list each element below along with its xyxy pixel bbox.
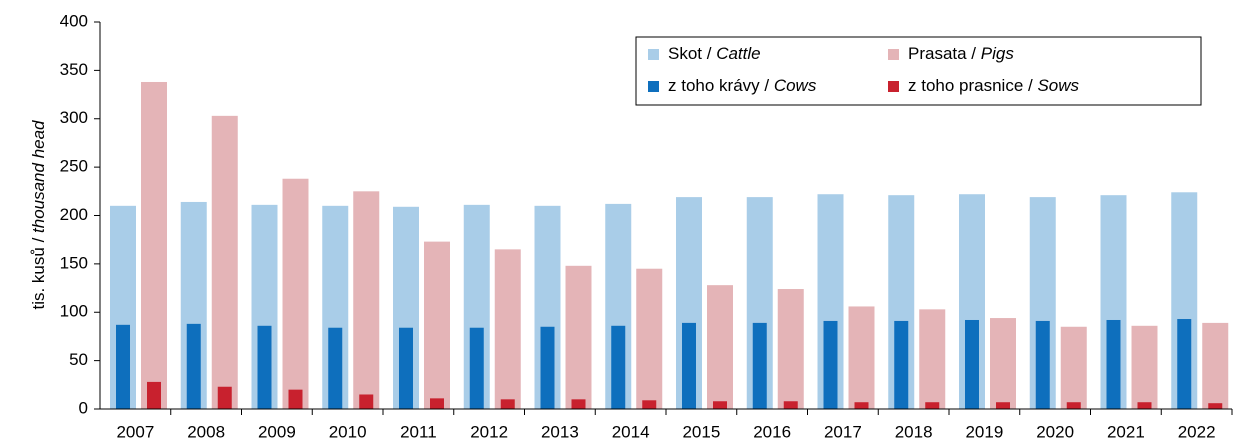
x-tick-label: 2021 <box>1107 422 1145 441</box>
y-tick-label: 50 <box>69 350 88 369</box>
y-tick-label: 0 <box>79 398 88 417</box>
bar <box>430 398 444 409</box>
legend-box <box>635 36 1202 106</box>
bar <box>965 319 979 409</box>
bar <box>1202 322 1229 409</box>
bar <box>147 381 161 409</box>
legend-swatch <box>648 49 659 60</box>
legend-label: Skot / Cattle <box>668 44 761 63</box>
bar <box>141 81 167 410</box>
bar <box>777 289 804 409</box>
bar <box>682 322 696 409</box>
bar <box>1066 402 1081 409</box>
y-tick-label: 400 <box>60 11 88 30</box>
legend-label: Prasata / Pigs <box>908 44 1014 63</box>
y-tick-label: 300 <box>60 108 88 127</box>
bar <box>257 325 272 409</box>
x-tick-label: 2019 <box>965 422 1003 441</box>
bar <box>1035 320 1050 409</box>
bar <box>783 401 798 409</box>
bar <box>217 386 232 409</box>
bar <box>353 191 380 409</box>
bar <box>469 327 484 409</box>
x-tick-label: 2009 <box>258 422 296 441</box>
bar <box>707 285 733 409</box>
x-tick-label: 2016 <box>753 422 791 441</box>
bar <box>854 402 869 409</box>
bar <box>540 326 555 409</box>
bar <box>996 402 1010 409</box>
bar <box>925 402 940 409</box>
bar <box>186 323 201 409</box>
bar <box>211 115 238 409</box>
x-tick-label: 2008 <box>187 422 225 441</box>
x-tick-label: 2020 <box>1036 422 1074 441</box>
bar <box>1106 319 1121 409</box>
bar <box>636 268 663 409</box>
bar <box>752 322 767 409</box>
bar <box>823 320 838 409</box>
bar <box>848 306 875 409</box>
bar <box>1177 319 1192 409</box>
y-tick-label: 250 <box>60 157 88 176</box>
bar <box>1208 403 1223 409</box>
bar <box>500 399 515 409</box>
bar <box>1131 325 1158 409</box>
y-axis-label: tis. kusů / thousand head <box>29 120 48 310</box>
bar <box>359 394 374 409</box>
y-tick-label: 100 <box>60 302 88 321</box>
x-tick-label: 2015 <box>682 422 720 441</box>
bar <box>399 327 413 409</box>
x-tick-label: 2012 <box>470 422 508 441</box>
x-tick-label: 2013 <box>541 422 579 441</box>
bar <box>328 327 343 409</box>
legend-label: z toho krávy / Cows <box>668 76 817 95</box>
x-tick-label: 2011 <box>400 422 437 441</box>
bar <box>1137 402 1152 409</box>
bar <box>565 265 592 409</box>
bar <box>288 389 303 409</box>
x-tick-label: 2010 <box>329 422 367 441</box>
bar <box>990 318 1016 409</box>
x-tick-label: 2017 <box>824 422 862 441</box>
bar <box>1060 326 1087 409</box>
bar <box>571 399 586 409</box>
bar <box>282 178 309 409</box>
legend-swatch <box>888 81 899 92</box>
y-tick-label: 200 <box>60 205 88 224</box>
x-tick-label: 2022 <box>1178 422 1216 441</box>
bar <box>611 325 626 409</box>
bar <box>116 324 130 409</box>
legend-swatch <box>888 49 899 60</box>
bar <box>713 401 727 409</box>
legend-swatch <box>648 81 659 92</box>
bar <box>919 309 946 409</box>
bar <box>642 400 657 409</box>
x-tick-label: 2007 <box>116 422 154 441</box>
bar <box>424 241 450 409</box>
y-tick-label: 150 <box>60 253 88 272</box>
x-tick-label: 2014 <box>612 422 650 441</box>
legend-label: z toho prasnice / Sows <box>908 76 1080 95</box>
y-tick-label: 350 <box>60 60 88 79</box>
x-tick-label: 2018 <box>895 422 933 441</box>
bar <box>494 249 521 409</box>
bar <box>894 320 909 409</box>
